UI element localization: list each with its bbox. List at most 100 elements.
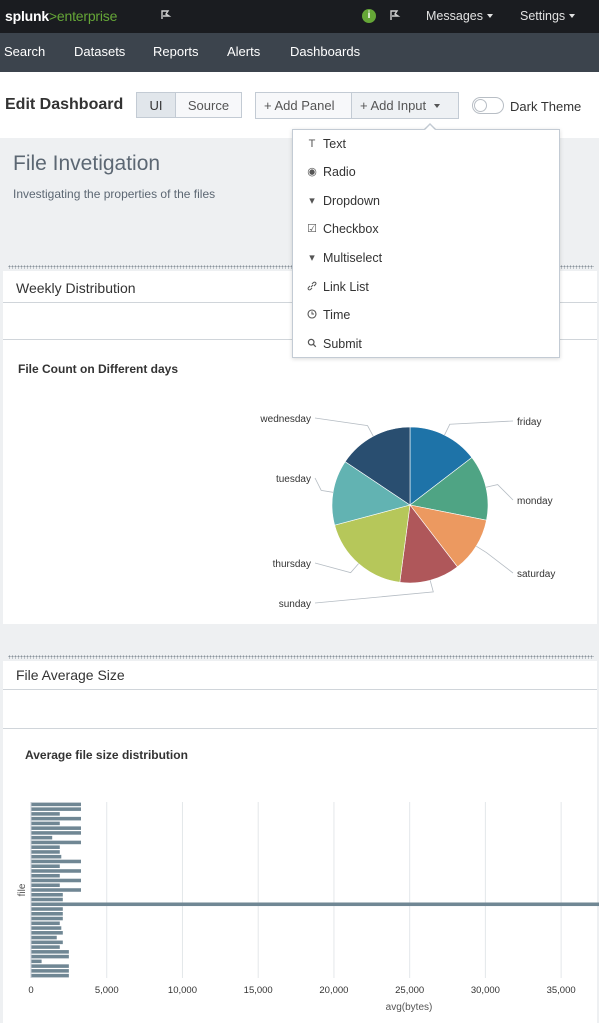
menu-item-label: Dropdown <box>323 194 380 208</box>
bar[interactable] <box>31 859 81 864</box>
bar[interactable] <box>31 826 81 830</box>
pie-slice-thursday[interactable] <box>334 504 411 583</box>
bar[interactable] <box>31 883 60 888</box>
bar[interactable] <box>31 873 60 878</box>
top-bar: splunk>enterprise i Messages Settings <box>0 0 599 33</box>
activity-flag-icon[interactable] <box>389 9 401 24</box>
bar[interactable] <box>31 864 60 868</box>
bar[interactable] <box>31 878 81 883</box>
bar[interactable] <box>31 973 69 978</box>
add-panel-button[interactable]: + Add Panel <box>255 92 352 119</box>
radio-icon: ◉ <box>307 166 317 178</box>
bar[interactable] <box>31 854 62 859</box>
menu-item-time[interactable]: Time <box>293 302 559 330</box>
x-tick-label: 20,000 <box>319 985 348 996</box>
bar[interactable] <box>31 821 60 826</box>
source-mode-button[interactable]: Source <box>175 92 242 118</box>
bar[interactable] <box>31 850 60 854</box>
x-tick-label: 30,000 <box>471 985 500 996</box>
bar[interactable] <box>31 869 81 873</box>
text-icon: T <box>308 138 316 150</box>
bar[interactable] <box>31 912 63 916</box>
file-average-size-panel <box>3 661 597 1023</box>
logo-brand: splunk <box>5 8 49 24</box>
nav-dashboards[interactable]: Dashboards <box>290 44 361 59</box>
chevron-down-icon <box>486 14 493 18</box>
pie-chart: friday monday saturday sunday thursday tuesda… <box>259 414 555 610</box>
settings-menu[interactable]: Settings <box>520 9 576 23</box>
bar[interactable] <box>31 897 63 902</box>
ui-mode-button[interactable]: UI <box>136 92 176 118</box>
nav-datasets[interactable]: Datasets <box>74 44 126 59</box>
bar[interactable] <box>31 959 42 964</box>
bar[interactable] <box>31 845 60 849</box>
bar[interactable] <box>31 802 81 807</box>
bar[interactable] <box>31 940 63 945</box>
bar[interactable] <box>31 931 63 935</box>
dark-theme-toggle[interactable] <box>472 97 504 114</box>
dropdown-icon: ▾ <box>309 195 315 207</box>
add-input-button[interactable]: + Add Input <box>351 92 459 119</box>
pie-slice-wednesday[interactable] <box>344 426 411 506</box>
x-tick-label: 35,000 <box>547 985 576 996</box>
add-input-label: + Add Input <box>360 98 427 113</box>
x-tick-label: 15,000 <box>244 985 273 996</box>
bar[interactable] <box>31 916 63 921</box>
pie-leader-line <box>314 477 334 493</box>
bar[interactable] <box>31 835 53 840</box>
nav-reports[interactable]: Reports <box>153 44 199 59</box>
x-tick-label: 25,000 <box>395 985 424 996</box>
bar[interactable] <box>31 902 599 907</box>
bar[interactable] <box>31 816 81 821</box>
chevron-down-icon <box>569 14 576 18</box>
bar[interactable] <box>31 840 81 845</box>
link-icon <box>307 281 317 293</box>
bar-chart: 0 5,000 10,000 15,000 20,000 25,000 30,000 35,0… <box>17 802 599 1013</box>
menu-item-dropdown[interactable]: ▾ Dropdown <box>293 188 559 216</box>
bar[interactable] <box>31 945 60 949</box>
dashboard-title[interactable]: File Invetigation <box>13 152 161 175</box>
bar[interactable] <box>31 892 63 897</box>
menu-item-label: Text <box>323 137 346 151</box>
nav-alerts[interactable]: Alerts <box>227 44 261 59</box>
menu-item-label: Radio <box>323 165 356 179</box>
settings-label: Settings <box>520 9 566 23</box>
splunk-logo[interactable]: splunk>enterprise <box>5 8 117 24</box>
menu-item-checkbox[interactable]: ☑ Checkbox <box>293 216 559 244</box>
bar[interactable] <box>31 888 81 892</box>
bar[interactable] <box>31 807 81 811</box>
average-panel-title[interactable]: File Average Size <box>16 667 125 683</box>
bar[interactable] <box>31 969 69 973</box>
bar[interactable] <box>31 812 60 816</box>
bar[interactable] <box>31 907 63 911</box>
messages-menu[interactable]: Messages <box>426 9 493 23</box>
bar[interactable] <box>31 921 60 926</box>
activity-icon[interactable] <box>160 9 172 24</box>
bar[interactable] <box>31 926 62 930</box>
bar[interactable] <box>31 831 81 835</box>
menu-item-text[interactable]: T Text <box>293 131 559 159</box>
pie-slice-sunday[interactable] <box>399 504 458 584</box>
bar[interactable] <box>31 964 69 968</box>
info-icon[interactable]: i <box>362 9 376 23</box>
menu-item-radio[interactable]: ◉ Radio <box>293 159 559 187</box>
checkbox-icon: ☑ <box>307 223 317 235</box>
pie-leader-line <box>314 417 374 437</box>
menu-item-label: Checkbox <box>323 222 379 236</box>
bar[interactable] <box>31 950 69 954</box>
multiselect-icon: ▾ <box>309 252 315 264</box>
nav-search[interactable]: Search <box>4 44 46 59</box>
bar[interactable] <box>31 954 69 959</box>
panel-drag-handle[interactable] <box>8 655 594 659</box>
bar[interactable] <box>31 935 57 940</box>
pie-leader-line <box>314 562 359 574</box>
logo-gt: > <box>48 8 57 24</box>
toggle-knob <box>474 99 487 112</box>
dashboard-description[interactable]: Investigating the properties of the file… <box>13 187 216 201</box>
menu-item-multiselect[interactable]: ▾ Multiselect <box>293 245 559 273</box>
menu-item-link-list[interactable]: Link List <box>293 274 559 302</box>
menu-item-submit[interactable]: Submit <box>293 331 559 359</box>
weekly-panel-title[interactable]: Weekly Distribution <box>16 280 136 296</box>
app-nav-bar: Search Datasets Reports Alerts Dashboard… <box>0 33 599 72</box>
dropdown-arrow-inner <box>425 124 435 130</box>
